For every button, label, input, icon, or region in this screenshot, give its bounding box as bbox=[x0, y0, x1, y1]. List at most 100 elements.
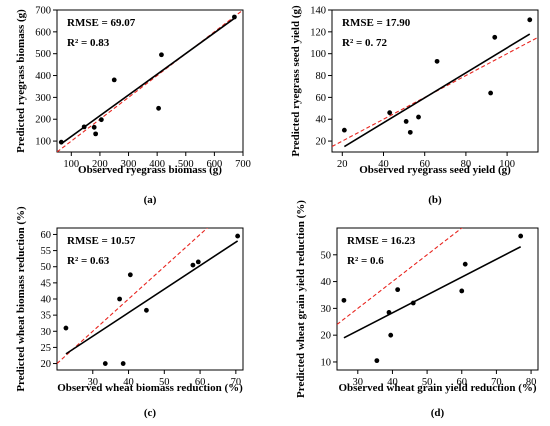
data-point bbox=[120, 361, 126, 366]
x-tick-label: 300 bbox=[121, 159, 137, 170]
y-tick-label: 700 bbox=[35, 6, 51, 17]
rmse-label: RMSE = 69.07 bbox=[67, 17, 136, 29]
rmse-label: RMSE = 16.23 bbox=[347, 235, 416, 247]
data-point bbox=[127, 272, 133, 278]
x-tick-label: 80 bbox=[461, 159, 472, 170]
data-point bbox=[190, 262, 196, 268]
data-point bbox=[407, 129, 413, 135]
data-point bbox=[102, 361, 108, 366]
data-point bbox=[416, 114, 421, 120]
data-point bbox=[232, 14, 237, 20]
y-tick-label: 60 bbox=[316, 93, 327, 104]
plot-frame bbox=[331, 9, 539, 153]
data-point bbox=[527, 17, 533, 23]
y-tick-label: 120 bbox=[310, 27, 326, 38]
x-tick-label: 60 bbox=[419, 159, 430, 170]
x-tick-label: 100 bbox=[63, 159, 79, 170]
x-tick-label: 20 bbox=[337, 159, 348, 170]
y-axis-label: Predicted wheat biomass reduction (%) bbox=[15, 206, 27, 392]
x-tick-label: 70 bbox=[491, 377, 502, 388]
rmse-label: RMSE = 17.90 bbox=[342, 17, 411, 29]
panel-a: 100 200 300 400 500 600 700 100 200 300 400 500 600 7… bbox=[15, 6, 251, 207]
data-point bbox=[395, 287, 401, 293]
y-tick-label: 300 bbox=[35, 93, 51, 104]
data-point bbox=[410, 300, 416, 306]
y-tick-label: 60 bbox=[41, 230, 52, 241]
x-axis-label: Observed ryegrass biomass (g) bbox=[78, 164, 222, 176]
data-point bbox=[93, 131, 99, 137]
y-tick-label: 30 bbox=[41, 327, 52, 338]
x-tick-label: 60 bbox=[195, 377, 206, 388]
y-tick-label: 500 bbox=[35, 49, 51, 60]
identity-line bbox=[57, 10, 243, 152]
data-point bbox=[459, 288, 465, 294]
r2-label: R² = 0.6 bbox=[347, 255, 384, 267]
data-point bbox=[388, 332, 394, 338]
y-tick-label: 10 bbox=[321, 357, 332, 368]
y-tick-label: 30 bbox=[321, 304, 332, 315]
x-tick-label: 500 bbox=[178, 159, 194, 170]
fit-line bbox=[60, 17, 235, 145]
identity-line bbox=[337, 228, 463, 325]
y-tick-label: 40 bbox=[41, 295, 52, 306]
y-tick-label: 100 bbox=[310, 49, 326, 60]
y-tick-label: 40 bbox=[321, 277, 332, 288]
data-point bbox=[341, 297, 347, 303]
fit-line bbox=[65, 240, 239, 355]
y-tick-label: 80 bbox=[316, 71, 327, 82]
x-tick-label: 70 bbox=[231, 377, 242, 388]
data-point bbox=[341, 127, 347, 133]
data-point bbox=[235, 233, 241, 239]
y-axis-label: Predicted wheat grain yield reduction (%… bbox=[295, 200, 307, 398]
data-point bbox=[91, 124, 97, 130]
data-point bbox=[374, 358, 380, 364]
data-point bbox=[58, 139, 64, 145]
x-tick-label: 80 bbox=[526, 377, 537, 388]
data-point bbox=[488, 90, 494, 96]
fit-line bbox=[343, 33, 531, 148]
y-tick-label: 600 bbox=[35, 27, 51, 38]
panel-b: 20 40 60 80 100 20 40 60 80 100 120 140 RMSE = 17.90… bbox=[290, 5, 539, 206]
plot-frame bbox=[336, 227, 539, 371]
x-tick-label: 30 bbox=[353, 377, 364, 388]
x-axis-label: Observed ryegrass seed yield (g) bbox=[359, 164, 511, 176]
data-point bbox=[159, 52, 164, 58]
data-point bbox=[434, 58, 440, 64]
data-point bbox=[195, 259, 201, 265]
y-axis-label: Predicted ryegrass biomass (g) bbox=[15, 9, 27, 153]
panel-d: 30 40 50 60 70 80 10 20 30 40 50 RMSE = 16.23 R² = 0… bbox=[295, 200, 539, 419]
x-tick-label: 200 bbox=[92, 159, 108, 170]
data-point bbox=[63, 325, 69, 331]
y-tick-label: 100 bbox=[35, 137, 51, 148]
x-tick-label: 600 bbox=[207, 159, 223, 170]
data-point bbox=[144, 307, 149, 313]
x-tick-label: 100 bbox=[499, 159, 515, 170]
r2-label: R² = 0. 72 bbox=[342, 37, 388, 49]
data-point bbox=[518, 233, 524, 239]
x-tick-label: 40 bbox=[387, 377, 398, 388]
data-point bbox=[492, 34, 498, 40]
x-axis-label: Observed wheat biomass reduction (%) bbox=[57, 382, 243, 394]
x-tick-label: 60 bbox=[457, 377, 468, 388]
y-tick-label: 45 bbox=[41, 278, 52, 289]
panel-label: (c) bbox=[144, 407, 157, 419]
x-tick-label: 40 bbox=[123, 377, 134, 388]
y-tick-label: 20 bbox=[41, 359, 52, 370]
data-point bbox=[403, 119, 409, 124]
y-tick-label: 55 bbox=[41, 246, 52, 257]
x-axis-label: Observed wheat grain yield reduction (%) bbox=[338, 382, 536, 394]
y-tick-label: 35 bbox=[41, 311, 52, 322]
panel-label: (a) bbox=[144, 194, 157, 206]
panel-label: (d) bbox=[431, 407, 445, 419]
data-point bbox=[111, 77, 117, 83]
data-point bbox=[156, 105, 161, 111]
data-point bbox=[386, 309, 392, 315]
y-tick-label: 25 bbox=[41, 343, 52, 354]
y-tick-label: 40 bbox=[316, 115, 327, 126]
data-point bbox=[117, 296, 122, 302]
x-tick-label: 40 bbox=[378, 159, 389, 170]
y-tick-label: 200 bbox=[35, 115, 51, 126]
y-tick-label: 20 bbox=[321, 331, 332, 342]
r2-label: R² = 0.83 bbox=[67, 37, 110, 49]
